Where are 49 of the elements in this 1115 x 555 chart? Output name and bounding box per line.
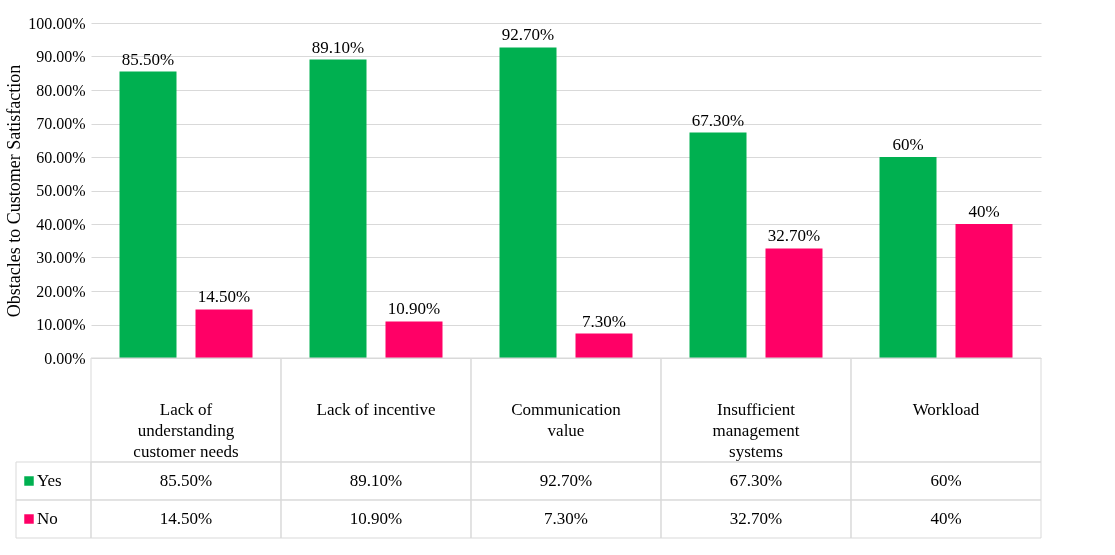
bar <box>689 132 747 358</box>
text: 85.50% <box>121 49 175 69</box>
y-tick-label: 50.00% <box>36 182 86 199</box>
data-label: 92.70% <box>539 471 593 490</box>
text: 40% <box>968 202 1000 221</box>
y-tick-label: 30.00% <box>36 249 86 266</box>
text: 32.70% <box>767 226 821 246</box>
bar <box>575 333 633 358</box>
x-tick-label: Lack of understanding customer needs <box>133 400 239 461</box>
x-tick-label: Insufficient management systems <box>712 400 800 461</box>
legend-label: No <box>37 509 58 528</box>
y-tick-label: 100.00% <box>28 14 86 32</box>
y-tick-label: 80.00% <box>36 81 86 99</box>
text: 92.70% <box>501 25 555 45</box>
bar <box>765 248 823 358</box>
bar <box>385 321 443 358</box>
bar <box>499 47 557 358</box>
x-tick-label: Communication value <box>511 400 622 440</box>
bar <box>195 309 253 358</box>
y-tick-label: 10.00% <box>36 316 86 333</box>
y-tick-label: 0.00% <box>44 349 86 367</box>
data-label: 14.50% <box>159 509 213 528</box>
data-label: 10.90% <box>349 509 403 528</box>
data-label: 60% <box>930 471 962 490</box>
bar <box>879 157 937 358</box>
y-tick-label: 90.00% <box>36 48 86 65</box>
y-tick-label: 70.00% <box>36 115 86 132</box>
text: 67.30% <box>691 110 745 130</box>
bar <box>955 224 1013 358</box>
data-label: 89.10% <box>349 471 403 490</box>
text: 89.10% <box>311 37 365 57</box>
x-tick-label: Lack of incentive <box>316 400 436 419</box>
y-tick-label: 20.00% <box>36 282 86 300</box>
data-label: 7.30% <box>544 509 588 528</box>
y-tick-label: 60.00% <box>36 148 86 166</box>
data-label: 85.50% <box>159 471 213 490</box>
bar <box>309 59 367 358</box>
data-label: 67.30% <box>729 471 783 490</box>
legend-label: Yes <box>37 471 62 490</box>
bar <box>119 71 177 358</box>
text: 7.30% <box>582 311 626 331</box>
text: 14.50% <box>197 287 251 307</box>
y-tick-label: 40.00% <box>36 215 86 233</box>
y-axis-title: Obstacles to Customer Satisfaction <box>4 64 25 318</box>
x-tick-label: Workload <box>912 400 980 419</box>
text: 60% <box>892 135 924 154</box>
data-label: 40% <box>930 509 962 528</box>
data-label: 32.70% <box>729 509 783 528</box>
text: 10.90% <box>387 299 441 319</box>
